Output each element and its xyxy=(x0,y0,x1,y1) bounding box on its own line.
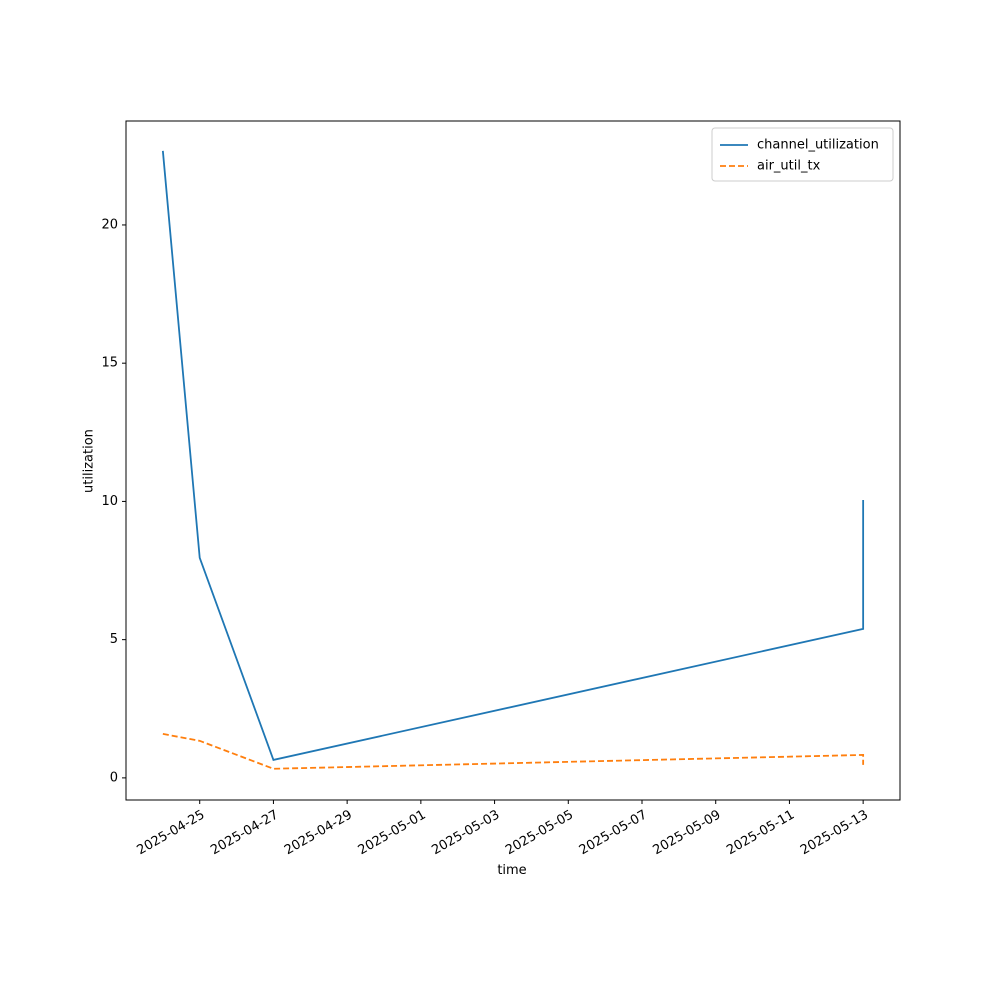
x-tick-label: 2025-04-25 xyxy=(135,808,208,859)
y-tick-label: 20 xyxy=(101,217,118,232)
x-axis-label: time xyxy=(497,863,526,878)
legend-label: air_util_tx xyxy=(757,159,821,174)
legend-box xyxy=(711,127,894,182)
y-tick-label: 10 xyxy=(101,494,118,509)
x-tick-label: 2025-04-27 xyxy=(208,808,281,859)
y-tick-label: 15 xyxy=(101,356,118,371)
y-tick-label: 5 xyxy=(110,632,118,647)
plot-frame xyxy=(125,120,901,801)
y-tick-label: 0 xyxy=(110,770,118,785)
x-tick-label: 2025-05-05 xyxy=(503,808,576,859)
x-tick-label: 2025-05-09 xyxy=(651,808,724,859)
y-axis-label: utilization xyxy=(82,429,97,493)
x-tick-label: 2025-05-01 xyxy=(356,808,429,859)
legend-label: channel_utilization xyxy=(757,138,879,153)
x-tick-label: 2025-05-11 xyxy=(724,808,797,859)
x-tick-label: 2025-04-29 xyxy=(282,808,355,859)
series-line xyxy=(162,733,865,770)
series-line xyxy=(161,150,865,761)
x-tick-label: 2025-05-07 xyxy=(577,808,650,859)
x-tick-label: 2025-05-03 xyxy=(429,808,502,859)
x-tick-label: 2025-05-13 xyxy=(798,808,871,859)
